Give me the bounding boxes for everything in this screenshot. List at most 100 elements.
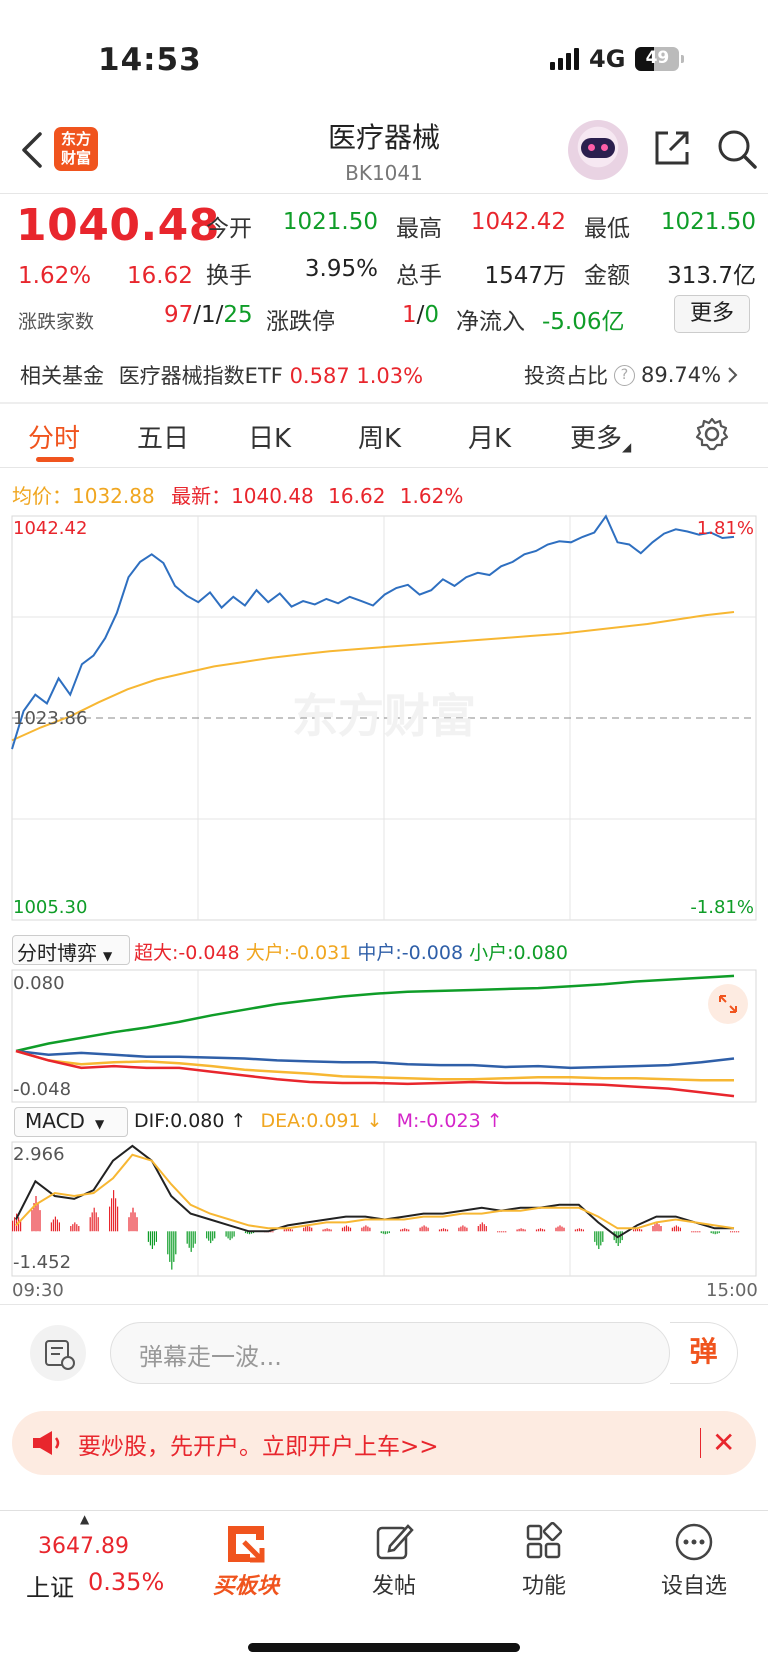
tab-monthly-k[interactable]: 月K bbox=[468, 424, 512, 454]
macd-bar bbox=[322, 1229, 324, 1232]
mid-label: 中户:-0.008 bbox=[357, 942, 464, 964]
ad-text[interactable]: 要炒股，先开户。立即开户上车>> bbox=[78, 1434, 439, 1460]
more-dots-icon[interactable] bbox=[674, 1522, 714, 1562]
macd-bar bbox=[363, 1226, 365, 1232]
flow-line-中户 bbox=[15, 1049, 735, 1070]
macd-bar bbox=[384, 1231, 386, 1235]
tab-daily-k[interactable]: 日K bbox=[248, 424, 292, 454]
macd-bar bbox=[524, 1229, 526, 1232]
macd-bar bbox=[153, 1231, 155, 1246]
flow-indicator-select[interactable]: 分时博弈 ▼ bbox=[12, 935, 130, 965]
macd-bar bbox=[303, 1227, 305, 1232]
macd-bar bbox=[714, 1231, 716, 1235]
tab-intraday[interactable]: 分时 bbox=[28, 424, 81, 454]
macd-bar bbox=[74, 1222, 76, 1232]
macd-bar bbox=[477, 1226, 479, 1232]
more-quote-button[interactable]: 更多 bbox=[674, 295, 750, 333]
macd-bar bbox=[14, 1217, 16, 1232]
avg-value: 1032.88 bbox=[72, 484, 155, 508]
tab-weekly-k[interactable]: 周K bbox=[358, 424, 402, 454]
breadth-values: 97/1/25 bbox=[164, 302, 253, 328]
macd-bar bbox=[147, 1231, 149, 1242]
tab-more[interactable]: 更多◢ bbox=[570, 424, 632, 454]
macd-bar bbox=[485, 1226, 487, 1232]
page-title: 医疗器械 bbox=[327, 121, 440, 154]
turnover-value: 3.95% bbox=[304, 256, 378, 282]
macd-bar bbox=[518, 1228, 520, 1232]
macd-bar bbox=[151, 1231, 153, 1249]
macd-bar bbox=[425, 1226, 427, 1232]
nav-buy-sector[interactable]: 买板块 bbox=[212, 1574, 279, 1599]
macd-bar bbox=[130, 1212, 132, 1232]
danmu-input[interactable]: 弹幕走一波... bbox=[110, 1322, 670, 1384]
macd-bar bbox=[20, 1220, 22, 1232]
change-percent: 1.62% bbox=[18, 263, 92, 289]
m-label: M:-0.023 ↑ bbox=[396, 1110, 503, 1132]
functions-grid-icon[interactable] bbox=[524, 1522, 564, 1562]
macd-bar bbox=[559, 1225, 561, 1232]
macd-bar bbox=[732, 1231, 734, 1233]
macd-bar bbox=[596, 1231, 598, 1246]
limit-up-count: 1 bbox=[402, 302, 417, 328]
macd-bar bbox=[155, 1231, 157, 1242]
nav-post[interactable]: 发帖 bbox=[371, 1574, 416, 1599]
capital-flow-chart[interactable]: 0.080 -0.048 bbox=[0, 966, 768, 1106]
close-icon[interactable]: ✕ bbox=[712, 1426, 736, 1459]
app-logo[interactable]: 东方 财富 bbox=[54, 127, 98, 171]
macd-bar bbox=[361, 1227, 363, 1232]
macd-bar bbox=[697, 1231, 699, 1233]
ad-banner[interactable] bbox=[12, 1411, 756, 1475]
assistant-robot-icon[interactable] bbox=[568, 120, 628, 180]
macd-bar bbox=[537, 1228, 540, 1232]
index-value[interactable]: 3647.89 bbox=[38, 1534, 129, 1559]
macd-bar bbox=[231, 1231, 233, 1239]
macd-bar bbox=[639, 1228, 641, 1232]
intraday-price-chart[interactable]: 东方财富 1042.42 1023.86 1005.30 1.81% -1.81… bbox=[0, 510, 768, 930]
related-fund[interactable]: 相关基金 医疗器械指数ETF 0.587 1.03% bbox=[20, 360, 423, 390]
macd-bar bbox=[246, 1231, 249, 1234]
macd-bar bbox=[423, 1225, 425, 1232]
post-list-icon[interactable] bbox=[30, 1325, 86, 1381]
macd-bar bbox=[136, 1217, 138, 1232]
macd-bar bbox=[33, 1203, 35, 1232]
macd-bar bbox=[539, 1228, 542, 1232]
divider bbox=[700, 1428, 701, 1458]
index-name[interactable]: 上证 bbox=[26, 1574, 74, 1602]
up-count: 97 bbox=[164, 302, 194, 328]
pct-max-label: 1.81% bbox=[697, 518, 754, 539]
search-icon[interactable] bbox=[716, 128, 758, 170]
macd-bar bbox=[582, 1229, 584, 1232]
macd-bar bbox=[214, 1231, 216, 1239]
macd-bar bbox=[462, 1225, 464, 1232]
nav-functions[interactable]: 功能 bbox=[521, 1574, 566, 1599]
flow-legend: 超大:-0.048 大户:-0.031 中户:-0.008 小户:0.080 bbox=[134, 938, 568, 965]
macd-bar bbox=[543, 1229, 546, 1232]
macd-bar bbox=[380, 1231, 382, 1234]
help-icon[interactable]: ? bbox=[614, 364, 635, 386]
y-mid-label: 1023.86 bbox=[13, 708, 87, 729]
macd-bar bbox=[328, 1228, 330, 1232]
share-icon[interactable] bbox=[652, 128, 692, 168]
macd-y-min: -1.452 bbox=[13, 1252, 71, 1273]
ratio-value: 89.74% bbox=[641, 363, 722, 387]
post-edit-icon[interactable] bbox=[374, 1522, 414, 1562]
netflow-value: -5.06亿 bbox=[542, 309, 625, 335]
macd-indicator-select[interactable]: MACD ▼ bbox=[14, 1107, 128, 1137]
macd-bar bbox=[113, 1190, 115, 1232]
macd-bar bbox=[115, 1198, 117, 1232]
index-pct[interactable]: 0.35% bbox=[88, 1568, 165, 1596]
macd-bar bbox=[466, 1227, 468, 1232]
macd-chart[interactable]: 2.966 -1.452 bbox=[0, 1138, 768, 1280]
danmu-toggle-button[interactable]: 弹 bbox=[670, 1322, 738, 1384]
macd-bar bbox=[233, 1231, 235, 1237]
nav-add-watchlist[interactable]: 设自选 bbox=[660, 1574, 727, 1599]
macd-bar bbox=[574, 1229, 576, 1232]
investment-ratio[interactable]: 投资占比 ? 89.74% bbox=[524, 360, 739, 390]
tab-five-day[interactable]: 五日 bbox=[137, 424, 190, 454]
buy-sector-icon[interactable] bbox=[222, 1520, 270, 1566]
expand-icon[interactable] bbox=[708, 984, 748, 1024]
settings-gear-icon[interactable] bbox=[694, 416, 730, 452]
macd-bar bbox=[134, 1212, 136, 1232]
back-icon[interactable] bbox=[18, 128, 46, 172]
flow-y-min: -0.048 bbox=[13, 1079, 71, 1100]
